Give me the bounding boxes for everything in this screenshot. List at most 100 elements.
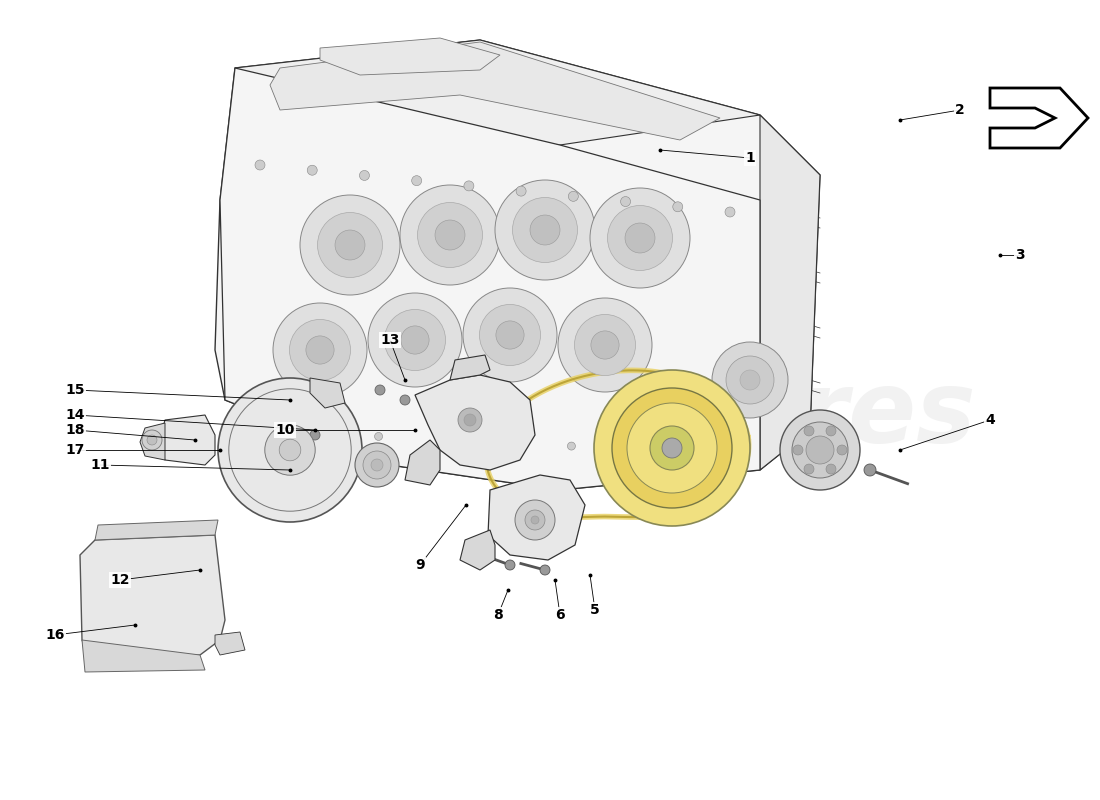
Polygon shape bbox=[760, 115, 820, 470]
Text: a passion for parts since 1985: a passion for parts since 1985 bbox=[472, 254, 804, 354]
Circle shape bbox=[712, 342, 788, 418]
Polygon shape bbox=[235, 40, 760, 145]
Circle shape bbox=[804, 426, 814, 436]
Circle shape bbox=[516, 186, 526, 196]
Text: 5: 5 bbox=[590, 603, 600, 617]
Circle shape bbox=[525, 510, 544, 530]
Circle shape bbox=[360, 170, 370, 181]
Circle shape bbox=[464, 414, 476, 426]
Text: eurospares: eurospares bbox=[343, 367, 977, 465]
Polygon shape bbox=[488, 475, 585, 560]
Circle shape bbox=[273, 303, 367, 397]
Polygon shape bbox=[214, 632, 245, 655]
Circle shape bbox=[505, 560, 515, 570]
Circle shape bbox=[318, 213, 383, 278]
Circle shape bbox=[400, 326, 429, 354]
Circle shape bbox=[418, 202, 483, 267]
Polygon shape bbox=[450, 355, 490, 380]
Text: 4: 4 bbox=[986, 413, 994, 427]
Circle shape bbox=[650, 426, 694, 470]
Text: 9: 9 bbox=[415, 558, 425, 572]
Circle shape bbox=[310, 430, 320, 440]
Text: 10: 10 bbox=[275, 423, 295, 437]
Circle shape bbox=[229, 389, 351, 511]
Circle shape bbox=[147, 435, 157, 445]
Circle shape bbox=[780, 410, 860, 490]
Circle shape bbox=[625, 223, 654, 253]
Circle shape bbox=[368, 293, 462, 387]
Circle shape bbox=[385, 310, 446, 370]
Polygon shape bbox=[80, 535, 226, 660]
Circle shape bbox=[255, 160, 265, 170]
Circle shape bbox=[725, 207, 735, 217]
Text: 15: 15 bbox=[65, 383, 85, 397]
Circle shape bbox=[631, 446, 640, 454]
Polygon shape bbox=[220, 68, 760, 490]
Circle shape bbox=[458, 408, 482, 432]
Text: 17: 17 bbox=[65, 443, 85, 457]
Circle shape bbox=[607, 206, 672, 270]
Circle shape bbox=[793, 445, 803, 455]
Circle shape bbox=[218, 378, 362, 522]
Circle shape bbox=[400, 185, 500, 285]
Polygon shape bbox=[320, 38, 500, 75]
Circle shape bbox=[265, 425, 316, 475]
Circle shape bbox=[503, 439, 512, 447]
Circle shape bbox=[355, 443, 399, 487]
Circle shape bbox=[591, 331, 619, 359]
Circle shape bbox=[594, 370, 750, 526]
Circle shape bbox=[531, 516, 539, 524]
Circle shape bbox=[590, 188, 690, 288]
Circle shape bbox=[612, 388, 732, 508]
Circle shape bbox=[696, 449, 704, 457]
Circle shape bbox=[464, 181, 474, 191]
Circle shape bbox=[540, 565, 550, 575]
Text: 8: 8 bbox=[493, 608, 503, 622]
Circle shape bbox=[620, 197, 630, 206]
Circle shape bbox=[826, 464, 836, 474]
Circle shape bbox=[530, 215, 560, 245]
Circle shape bbox=[496, 321, 524, 349]
Circle shape bbox=[515, 500, 556, 540]
Polygon shape bbox=[990, 88, 1088, 148]
Circle shape bbox=[864, 464, 876, 476]
Circle shape bbox=[306, 336, 334, 364]
Text: 3: 3 bbox=[1015, 248, 1025, 262]
Circle shape bbox=[400, 395, 410, 405]
Circle shape bbox=[740, 370, 760, 390]
Circle shape bbox=[375, 385, 385, 395]
Text: 16: 16 bbox=[45, 628, 65, 642]
Circle shape bbox=[434, 220, 465, 250]
Polygon shape bbox=[140, 423, 165, 460]
Circle shape bbox=[837, 445, 847, 455]
Circle shape bbox=[371, 459, 383, 471]
Circle shape bbox=[307, 166, 317, 175]
Circle shape bbox=[804, 464, 814, 474]
Circle shape bbox=[558, 298, 652, 392]
Circle shape bbox=[627, 403, 717, 493]
Circle shape bbox=[289, 319, 351, 381]
Circle shape bbox=[463, 288, 557, 382]
Polygon shape bbox=[214, 40, 820, 490]
Text: 13: 13 bbox=[381, 333, 399, 347]
Polygon shape bbox=[415, 375, 535, 470]
Circle shape bbox=[480, 305, 540, 366]
Circle shape bbox=[142, 430, 162, 450]
Circle shape bbox=[826, 426, 836, 436]
Circle shape bbox=[726, 356, 774, 404]
Polygon shape bbox=[158, 415, 214, 465]
Circle shape bbox=[411, 176, 421, 186]
Circle shape bbox=[513, 198, 578, 262]
Text: 1: 1 bbox=[745, 151, 755, 165]
Text: 12: 12 bbox=[110, 573, 130, 587]
Circle shape bbox=[792, 422, 848, 478]
Text: 11: 11 bbox=[90, 458, 110, 472]
Text: 2: 2 bbox=[955, 103, 965, 117]
Polygon shape bbox=[460, 530, 495, 570]
Circle shape bbox=[310, 430, 318, 438]
Circle shape bbox=[336, 230, 365, 260]
Circle shape bbox=[279, 439, 300, 461]
Polygon shape bbox=[405, 440, 440, 485]
Circle shape bbox=[673, 202, 683, 212]
Circle shape bbox=[363, 451, 390, 479]
